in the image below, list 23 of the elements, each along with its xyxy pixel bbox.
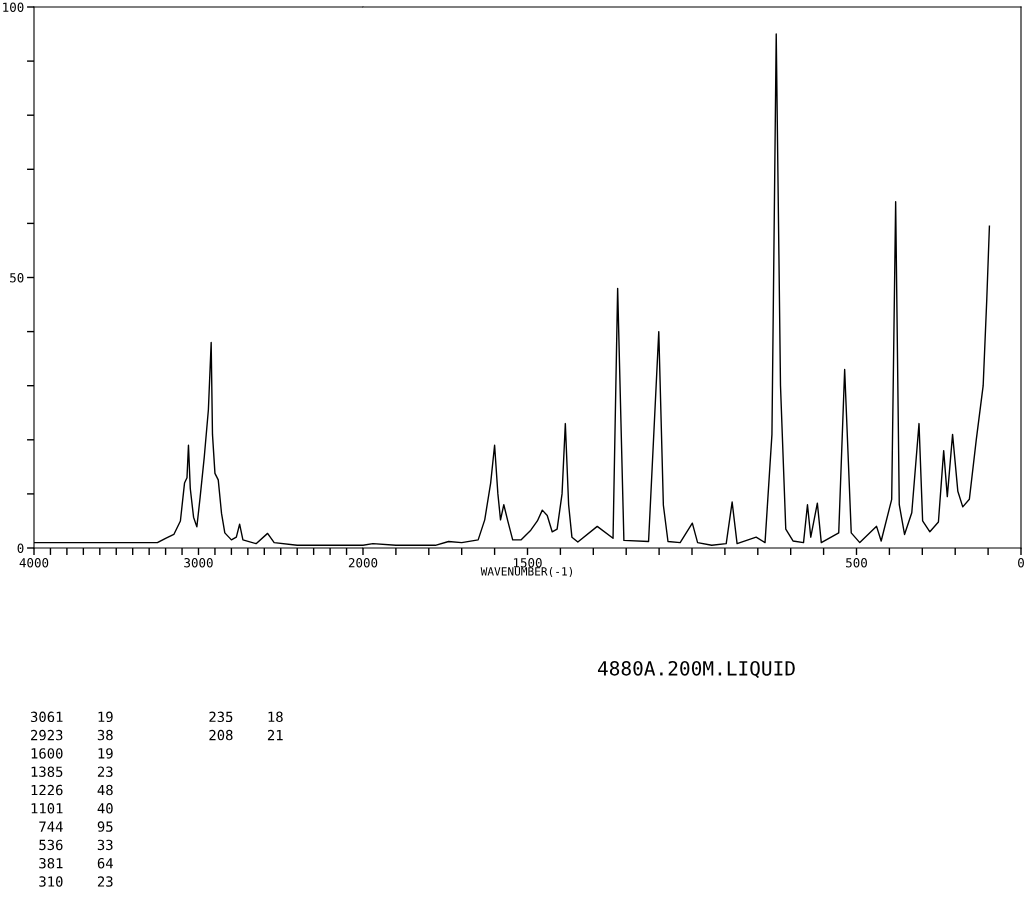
text: 1385 23 bbox=[31, 766, 113, 777]
text: 381 64 bbox=[39, 857, 113, 869]
text: 235 18 bbox=[209, 711, 283, 723]
x-tick-label: 2000 bbox=[348, 558, 378, 568]
text: 3061 19 bbox=[30, 711, 113, 723]
y-tick-label: 100 bbox=[3, 2, 24, 12]
text: 4880A.200M.LIQUID bbox=[597, 660, 795, 678]
x-axis-title: WAVENUMBER(-1) bbox=[480, 567, 573, 577]
text: 1101 40 bbox=[31, 803, 113, 814]
text: 208 21 bbox=[209, 729, 283, 741]
text: 1600 19 bbox=[31, 748, 113, 759]
y-tick-label: 0 bbox=[17, 543, 24, 553]
x-tick-label: 500 bbox=[846, 558, 867, 568]
text: 536 33 bbox=[39, 839, 113, 851]
x-tick-label: 0 bbox=[1018, 558, 1024, 568]
y-tick-label: 50 bbox=[10, 273, 24, 283]
text: 1226 48 bbox=[31, 784, 113, 796]
text: 2923 38 bbox=[31, 729, 113, 741]
text: 310 23 bbox=[39, 876, 113, 887]
x-tick-label: 1500 bbox=[513, 558, 542, 568]
x-tick-label: 4000 bbox=[19, 558, 49, 568]
text: 744 95 bbox=[39, 821, 113, 832]
x-tick-label: 3000 bbox=[184, 558, 213, 568]
